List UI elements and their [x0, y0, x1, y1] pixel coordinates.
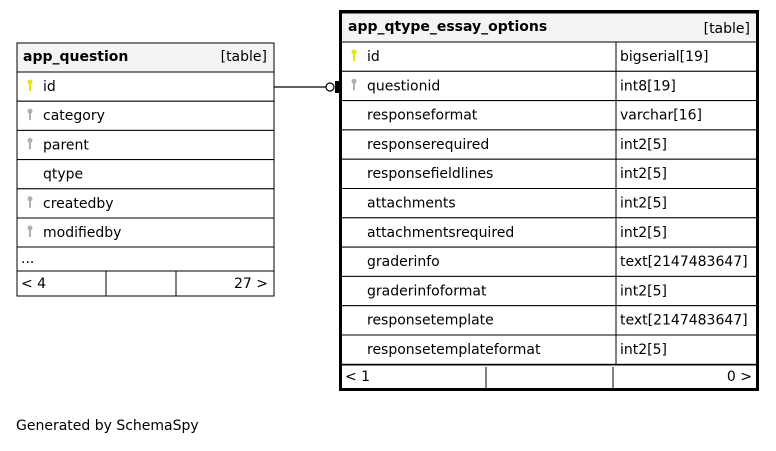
column-row-attachmentsrequired[interactable]: attachmentsrequired int2[5]	[340, 217, 758, 248]
parents-count[interactable]: < 1	[345, 369, 370, 385]
column-row-graderinfoformat[interactable]: graderinfoformat int2[5]	[340, 275, 758, 307]
column-row-responsefieldlines[interactable]: responsefieldlines int2[5]	[340, 158, 758, 189]
column-type: int2[5]	[620, 196, 667, 212]
parents-count[interactable]: < 4	[21, 276, 46, 292]
column-name: responseformat	[367, 108, 478, 124]
column-row-questionid[interactable]: questionid int8[19]	[340, 70, 758, 102]
primary-key-icon	[351, 49, 357, 61]
foreign-key-icon	[27, 196, 33, 208]
column-type: int2[5]	[620, 225, 667, 241]
column-type: int2[5]	[620, 166, 667, 182]
column-row-qtype[interactable]: qtype	[16, 159, 275, 190]
column-row-id[interactable]: id bigserial[19]	[340, 41, 758, 72]
foreign-key-icon	[27, 137, 33, 150]
column-name: responsetemplate	[367, 313, 494, 329]
column-name: attachments	[367, 196, 456, 212]
column-name: graderinfo	[367, 254, 440, 270]
column-name: modifiedby	[43, 225, 121, 241]
column-name: id	[367, 49, 380, 65]
column-name: parent	[43, 137, 89, 153]
column-row-responsetemplateformat[interactable]: responsetemplateformat int2[5]	[340, 334, 758, 365]
more-columns-ellipsis[interactable]: ...	[21, 251, 34, 267]
column-row-responsetemplate[interactable]: responsetemplate text[2147483647]	[340, 305, 758, 336]
column-type: varchar[16]	[620, 108, 702, 124]
column-type: int2[5]	[620, 342, 667, 358]
column-name: responsefieldlines	[367, 166, 493, 182]
column-name: createdby	[43, 196, 114, 212]
column-name: category	[43, 108, 105, 124]
column-row-category[interactable]: category	[16, 100, 275, 131]
one-cardinality-marker	[335, 81, 339, 93]
column-row-responseformat[interactable]: responseformat varchar[16]	[340, 100, 758, 131]
column-name: attachmentsrequired	[367, 225, 514, 241]
column-type: int2[5]	[620, 137, 667, 153]
column-name: qtype	[43, 167, 83, 183]
table-app-qtype-essay-options[interactable]: app_qtype_essay_options [table] id bigser…	[339, 10, 759, 391]
column-type: int8[19]	[620, 78, 676, 94]
generated-by-note: Generated by SchemaSpy	[16, 418, 199, 434]
column-row-parent[interactable]: parent	[16, 129, 275, 161]
column-row-graderinfo[interactable]: graderinfo text[2147483647]	[340, 246, 758, 277]
table-name: app_question	[23, 49, 128, 65]
foreign-key-icon	[27, 225, 33, 237]
table-kind: [table]	[704, 21, 750, 37]
children-count[interactable]: 27 >	[234, 276, 268, 292]
column-row-modifiedby[interactable]: modifiedby	[16, 217, 275, 248]
column-type: bigserial[19]	[620, 49, 708, 65]
zero-cardinality-marker	[325, 82, 335, 92]
column-name: id	[43, 79, 56, 95]
column-type: int2[5]	[620, 283, 667, 299]
column-row-createdby[interactable]: createdby	[16, 188, 275, 219]
column-name: responsetemplateformat	[367, 342, 541, 358]
column-name: questionid	[367, 78, 440, 94]
relationship-edge[interactable]	[274, 81, 339, 93]
column-type: text[2147483647]	[620, 313, 748, 329]
foreign-key-icon	[351, 78, 357, 91]
children-count[interactable]: 0 >	[727, 369, 752, 385]
table-app-question[interactable]: app_question [table] id category parent qty…	[16, 42, 275, 297]
table-name: app_qtype_essay_options	[348, 19, 547, 35]
column-row-attachments[interactable]: attachments int2[5]	[340, 188, 758, 219]
column-row-id[interactable]: id	[16, 71, 275, 102]
column-name: graderinfoformat	[367, 283, 487, 299]
primary-key-icon	[27, 79, 33, 91]
column-type: text[2147483647]	[620, 254, 748, 270]
column-row-responserequired[interactable]: responserequired int2[5]	[340, 129, 758, 160]
table-kind: [table]	[221, 49, 267, 65]
column-name: responserequired	[367, 137, 489, 153]
foreign-key-icon	[27, 108, 33, 121]
